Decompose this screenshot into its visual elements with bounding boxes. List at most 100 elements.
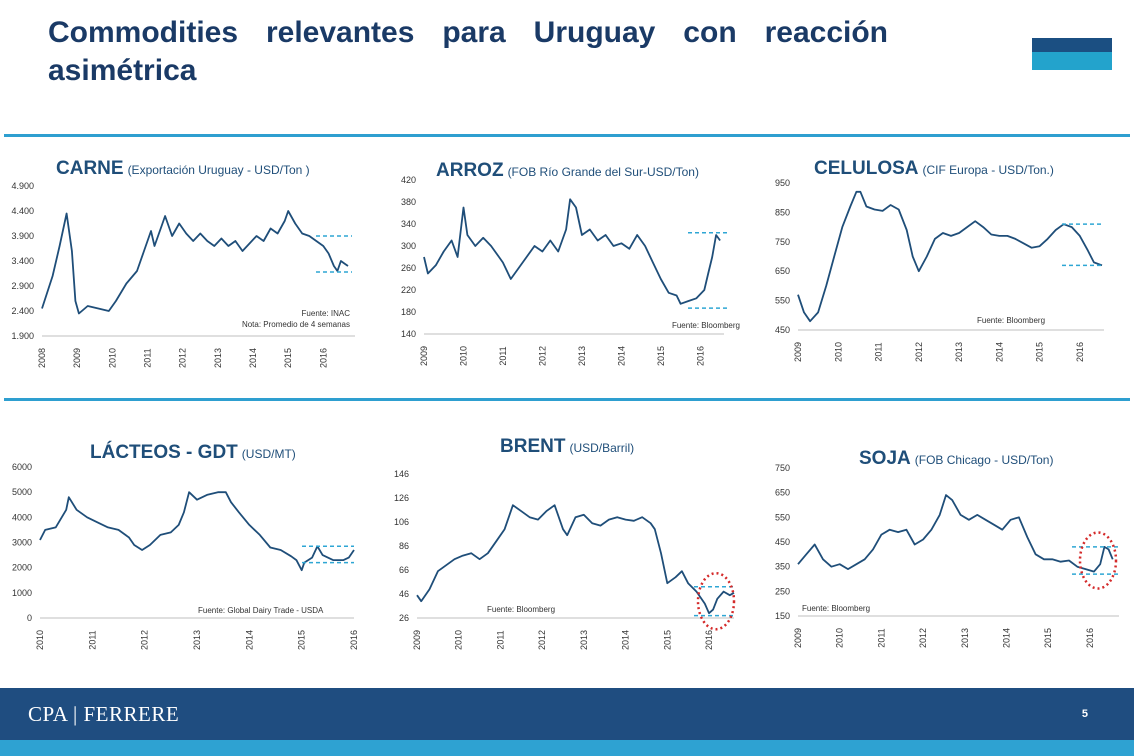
y-tick-label: 650 — [775, 488, 790, 498]
x-tick-label: 2012 — [178, 348, 188, 368]
chart-title: SOJA (FOB Chicago - USD/Ton) — [859, 448, 1053, 469]
y-tick-label: 180 — [401, 307, 416, 317]
x-tick-label: 2008 — [37, 348, 47, 368]
x-tick-label: 2014 — [616, 346, 626, 366]
y-tick-label: 850 — [775, 207, 790, 217]
x-tick-label: 2014 — [621, 630, 631, 650]
chart-title-subtitle: (FOB Chicago - USD/Ton) — [915, 453, 1054, 467]
x-tick-label: 2016 — [1075, 342, 1085, 362]
brand-logo-mark — [1032, 38, 1112, 70]
x-tick-label: 2010 — [458, 346, 468, 366]
chart-title-subtitle: (USD/Barril) — [569, 441, 634, 455]
chart-title: CELULOSA (CIF Europa - USD/Ton.) — [814, 158, 1054, 179]
x-tick-label: 2010 — [454, 630, 464, 650]
y-tick-label: 0 — [27, 613, 32, 623]
footer-brand: CPA | FERRERE — [28, 702, 180, 726]
y-tick-label: 1.900 — [11, 331, 34, 341]
y-tick-label: 146 — [394, 469, 409, 479]
x-tick-label: 2011 — [495, 630, 505, 649]
chart-title: LÁCTEOS - GDT (USD/MT) — [90, 441, 296, 463]
x-tick-label: 2012 — [537, 630, 547, 650]
page-number: 5 — [1081, 708, 1088, 720]
x-tick-label: 2011 — [498, 346, 508, 365]
x-tick-label: 2013 — [960, 628, 970, 648]
y-tick-label: 2.900 — [11, 281, 34, 291]
x-tick-label: 2016 — [695, 346, 705, 366]
series-line — [797, 494, 1114, 573]
chart-title-subtitle: (CIF Europa - USD/Ton.) — [923, 163, 1054, 177]
chart-lacteos: LÁCTEOS - GDT (USD/MT) 6000 5000 4000 3000 200… — [12, 441, 359, 650]
y-tick-label: 5000 — [12, 487, 32, 497]
x-tick-label: 2012 — [537, 346, 547, 366]
y-tick-label: 550 — [775, 296, 790, 306]
y-tick-label: 46 — [399, 589, 409, 599]
y-tick-label: 380 — [401, 197, 416, 207]
x-tick-label: 2012 — [140, 630, 150, 650]
chart-source-note: Fuente: INAC — [302, 309, 351, 318]
y-tick-label: 2.400 — [11, 306, 34, 316]
x-tick-label: 2009 — [793, 342, 803, 362]
y-tick-label: 260 — [401, 263, 416, 273]
x-tick-label: 2015 — [656, 346, 666, 366]
y-tick-label: 2000 — [12, 563, 32, 573]
y-tick-label: 3.900 — [11, 231, 34, 241]
y-tick-label: 550 — [775, 512, 790, 522]
y-tick-label: 450 — [775, 325, 790, 335]
slide-title: Commodities relevantes para Uruguay con … — [48, 16, 888, 87]
series-line — [797, 190, 1103, 323]
y-tick-label: 650 — [775, 266, 790, 276]
y-tick-label: 4.400 — [11, 206, 34, 216]
y-tick-label: 750 — [775, 463, 790, 473]
footer-bar: CPA | FERRERE 5 — [0, 688, 1134, 740]
chart-celulosa: CELULOSA (CIF Europa - USD/Ton.) 950 850 750… — [775, 158, 1104, 362]
x-tick-label: 2012 — [914, 342, 924, 362]
top-divider — [4, 134, 1130, 137]
chart-title: ARROZ (FOB Río Grande del Sur-USD/Ton) — [436, 160, 699, 181]
x-tick-label: 2010 — [107, 348, 117, 368]
y-tick-label: 4.900 — [11, 181, 34, 191]
x-tick-label: 2014 — [248, 348, 258, 368]
x-tick-label: 2013 — [192, 630, 202, 650]
x-tick-label: 2014 — [244, 630, 254, 650]
x-tick-label: 2015 — [662, 630, 672, 650]
chart-source-note: Fuente: Bloomberg — [977, 316, 1045, 325]
y-tick-label: 3.400 — [11, 256, 34, 266]
y-tick-label: 66 — [399, 565, 409, 575]
chart-source-note: Nota: Promedio de 4 semanas — [242, 320, 350, 329]
y-tick-label: 126 — [394, 493, 409, 503]
chart-title-subtitle: (FOB Río Grande del Sur-USD/Ton) — [508, 165, 699, 179]
logo-bar-light — [1032, 52, 1112, 70]
x-tick-label: 2015 — [1043, 628, 1053, 648]
chart-title-main: LÁCTEOS - GDT — [90, 441, 238, 463]
y-tick-label: 420 — [401, 175, 416, 185]
series-line — [39, 491, 355, 572]
chart-title-subtitle: (USD/MT) — [242, 447, 296, 461]
x-tick-label: 2015 — [283, 348, 293, 368]
x-tick-label: 2016 — [704, 630, 714, 650]
y-tick-label: 26 — [399, 613, 409, 623]
highlight-circle — [1078, 531, 1118, 590]
logo-bar-dark — [1032, 38, 1112, 52]
y-tick-label: 1000 — [12, 588, 32, 598]
y-tick-label: 340 — [401, 219, 416, 229]
x-tick-label: 2014 — [1001, 628, 1011, 648]
y-tick-label: 220 — [401, 285, 416, 295]
series-line — [423, 198, 721, 305]
chart-source-note: Fuente: Bloomberg — [672, 321, 740, 330]
y-tick-label: 140 — [401, 329, 416, 339]
chart-soja: SOJA (FOB Chicago - USD/Ton) 750 650 550 450 3… — [775, 448, 1120, 648]
x-tick-label: 2016 — [1085, 628, 1095, 648]
y-tick-label: 750 — [775, 237, 790, 247]
series-line — [416, 504, 735, 615]
chart-title-main: SOJA — [859, 448, 911, 469]
x-tick-label: 2010 — [833, 342, 843, 362]
y-tick-label: 86 — [399, 541, 409, 551]
x-tick-label: 2011 — [143, 348, 153, 367]
y-tick-label: 106 — [394, 517, 409, 527]
x-tick-label: 2016 — [318, 348, 328, 368]
chart-source-note: Fuente: Global Dairy Trade - USDA — [198, 606, 324, 615]
x-tick-label: 2009 — [793, 628, 803, 648]
highlight-circle — [696, 571, 736, 631]
y-tick-label: 150 — [775, 611, 790, 621]
